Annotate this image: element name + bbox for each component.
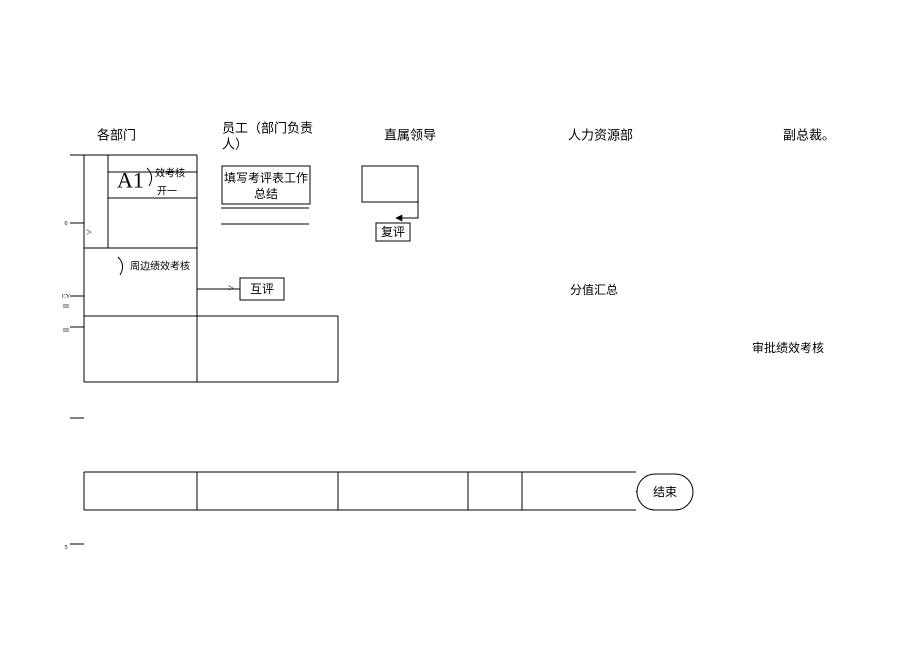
node-approve-perf: 审批绩效考核 <box>752 340 824 355</box>
tick-mark <box>118 257 123 275</box>
flowchart-canvas: 各部门 员工（部门负责人） 直属领导 人力资源部 副总裁。 0 CY III III 5 A1 效考核… <box>0 0 920 651</box>
node-review-label: 复评 <box>381 225 405 239</box>
node-end-label: 结束 <box>653 485 677 499</box>
lane-header-hr: 人力资源部 <box>568 128 633 143</box>
caret-icon: > <box>86 228 92 239</box>
lane-header-emp-2: 人） <box>222 137 248 152</box>
node-a1-label2: 开一 <box>157 187 177 198</box>
margin-mark: III <box>63 304 69 310</box>
node-a1: A1 <box>117 168 144 193</box>
node-a1-label1: 效考核 <box>155 167 185 180</box>
node-fill-form-l2: 总结 <box>254 187 278 201</box>
margin-mark: 0 <box>65 221 68 227</box>
lane-header-emp: 员工（部门负责 <box>222 121 313 136</box>
node-mutual-label: 互评 <box>250 282 274 296</box>
lane-header-leader: 直属领导 <box>384 128 436 143</box>
node-nearby-perf: 周边绩效考核 <box>130 260 190 273</box>
lane-header-vp: 副总裁。 <box>783 128 835 143</box>
lane-header-dept: 各部门 <box>97 128 136 143</box>
margin-mark: III <box>63 328 69 334</box>
tick-mark <box>147 168 152 186</box>
node-score-sum: 分值汇总 <box>570 282 618 297</box>
node-fill-form-l1: 填写考评表工作 <box>224 171 308 185</box>
margin-mark: CY <box>62 294 71 300</box>
margin-mark: 5 <box>65 545 68 551</box>
node-peer-empty <box>362 166 418 202</box>
